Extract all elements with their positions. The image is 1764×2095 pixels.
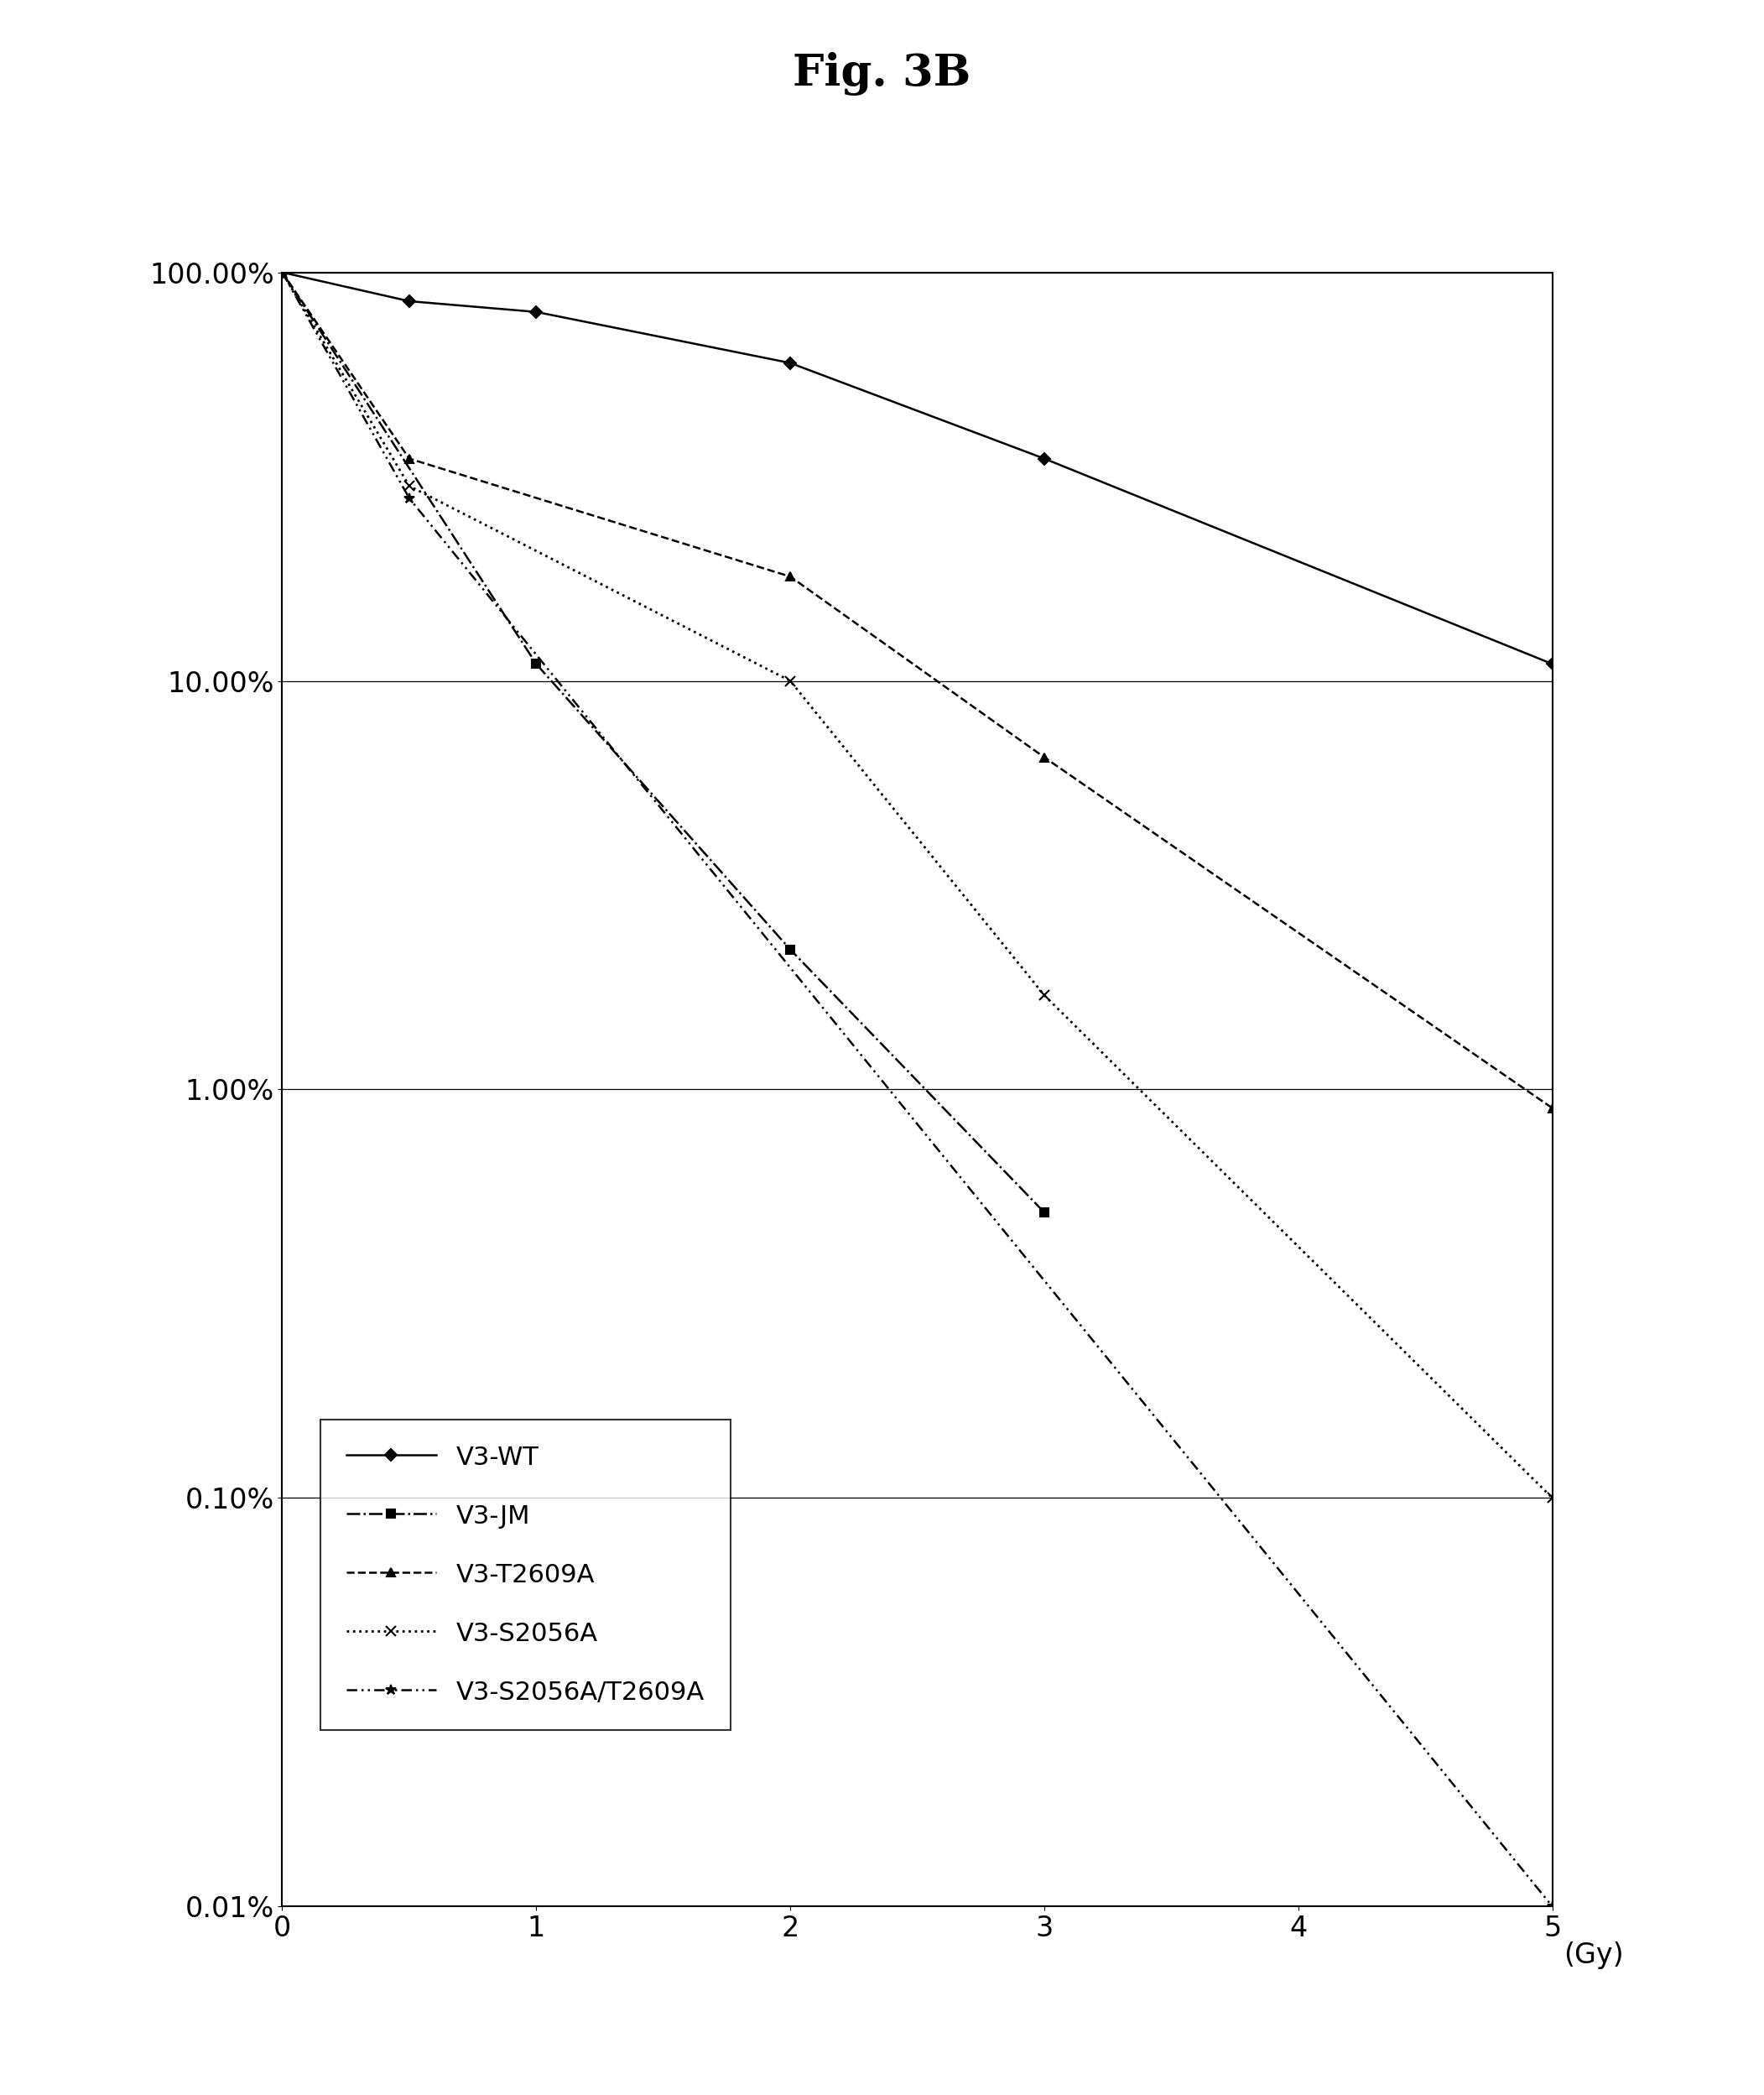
Line: V3-T2609A: V3-T2609A [279,268,1556,1112]
V3-T2609A [272,260,293,285]
V3-WT [780,350,801,375]
V3-JM [272,260,293,285]
V3-T2609A [1542,1096,1563,1121]
Line: V3-WT: V3-WT [279,268,1556,668]
Text: Fig. 3B: Fig. 3B [794,52,970,96]
V3-JM [526,652,547,677]
V3-JM [1034,1200,1055,1226]
V3-JM [780,936,801,962]
V3-S2056A/T2609A [399,486,420,511]
Line: V3-S2056A: V3-S2056A [277,266,1558,1504]
V3-S2056A [1034,983,1055,1008]
V3-WT [272,260,293,285]
V3-S2056A/T2609A [272,260,293,285]
V3-S2056A [780,668,801,693]
V3-S2056A [272,260,293,285]
V3-S2056A/T2609A [1542,1894,1563,1919]
V3-WT [1542,652,1563,677]
Line: V3-JM: V3-JM [279,268,1048,1217]
V3-WT [399,289,420,314]
Text: (Gy): (Gy) [1565,1942,1625,1969]
Legend: V3-WT, V3-JM, V3-T2609A, V3-S2056A, V3-S2056A/T2609A: V3-WT, V3-JM, V3-T2609A, V3-S2056A, V3-S… [321,1418,730,1730]
V3-S2056A [399,473,420,499]
V3-S2056A [1542,1485,1563,1510]
V3-WT [1034,446,1055,471]
V3-T2609A [780,564,801,589]
V3-T2609A [1034,744,1055,769]
V3-T2609A [399,446,420,471]
V3-WT [526,300,547,325]
Line: V3-S2056A/T2609A: V3-S2056A/T2609A [277,266,1558,1913]
